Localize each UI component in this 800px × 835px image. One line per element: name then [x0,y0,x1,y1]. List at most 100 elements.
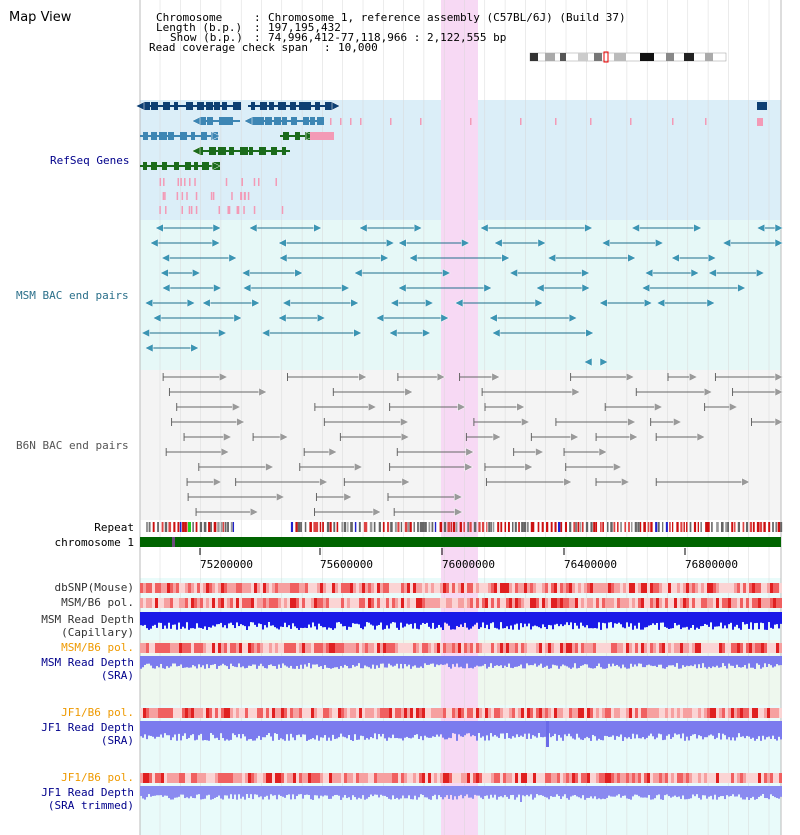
depth-bar [616,721,618,737]
bac-end-marker [212,223,222,233]
track-label-msm-bac[interactable]: MSM BAC end pairs [16,289,129,302]
gene-exon [307,102,311,110]
heat-cell [359,643,362,653]
depth-bar [460,612,462,625]
heat-cell [194,583,197,593]
depth-bar [272,612,274,626]
heat-cell [314,773,317,783]
depth-bar [294,786,296,800]
track-label-b6n-bac[interactable]: B6N BAC end pairs [16,439,129,452]
depth-bar [166,786,168,796]
depth-bar [524,612,526,624]
heat-cell [626,583,629,593]
heat-cell [701,643,704,653]
gene-pink-block [310,132,334,140]
depth-bar [446,612,448,624]
heat-cell [212,773,215,783]
depth-bar [378,786,380,798]
heat-cell [428,773,431,783]
depth-bar [490,721,492,734]
heat-cell [263,643,266,653]
heat-cell [167,643,170,653]
bac-end-marker [397,283,407,293]
heat-cell [656,773,659,783]
depth-bar [754,786,756,800]
gene-pink-tick [555,118,557,125]
depth-bar [312,786,314,800]
depth-bar [278,786,280,795]
depth-bar [498,612,500,630]
repeat-mark [590,522,593,532]
bac-end-marker [277,313,287,323]
heat-cell [143,708,146,718]
heat-cell [419,708,422,718]
depth-bar [324,786,326,796]
heat-cell [488,598,491,608]
depth-bar [618,786,620,795]
heat-cell [572,598,575,608]
heat-cell [260,773,263,783]
heat-cell [560,583,563,593]
heat-cell [407,583,410,593]
depth-bar [600,721,602,740]
repeat-mark [514,522,517,532]
depth-bar [290,786,292,800]
heat-cell [272,583,275,593]
depth-bar [280,612,282,627]
depth-bar [222,786,224,800]
gene-exon [168,132,174,140]
track-label-jf1-depth-trim: JF1 Read Depth [41,786,134,799]
heat-cell [359,583,362,593]
depth-bar [194,612,196,629]
heat-cell [773,708,776,718]
depth-bar [252,656,254,665]
depth-bar [588,786,590,798]
depth-bar [602,656,604,669]
heat-cell [542,583,545,593]
heat-cell [188,583,191,593]
repeat-mark [447,522,450,532]
track-label-jf1-depth-trim-sub: (SRA trimmed) [47,799,134,812]
repeat-mark [386,522,390,532]
depth-bar [662,612,664,623]
heat-cell [536,598,539,608]
repeat-mark [759,522,763,532]
repeat-mark [467,522,469,532]
depth-bar [250,786,252,795]
repeat-mark [358,522,361,532]
depth-bar [568,786,570,800]
heat-cell [344,708,347,718]
heat-cell [197,708,200,718]
depth-bar [552,786,554,797]
depth-bar [286,721,288,735]
depth-bar [638,612,640,623]
heat-cell [221,583,224,593]
depth-bar [186,612,188,623]
track-label-msm-depth-sra-sub: (SRA) [100,669,134,682]
depth-bar [530,656,532,666]
heat-cell [395,598,398,608]
heat-cell [647,643,650,653]
depth-bar [216,786,218,797]
depth-bar [630,721,632,740]
depth-bar [588,721,590,739]
depth-bar [448,656,450,668]
heat-cell [641,708,644,718]
heat-cell [182,708,185,718]
heat-cell [233,708,236,718]
heat-cell [662,773,665,783]
heat-cell [176,598,179,608]
depth-bar [426,721,428,738]
repeat-mark [313,522,316,532]
heat-cell [590,708,593,718]
depth-bar [232,656,234,667]
gene-exon [274,117,281,125]
depth-bar [520,612,522,624]
depth-bar [426,786,428,798]
heat-cell [302,598,305,608]
track-label-refseq[interactable]: RefSeq Genes [50,154,130,167]
heat-cell [341,773,344,783]
heat-cell [623,773,626,783]
depth-bar [376,721,378,740]
